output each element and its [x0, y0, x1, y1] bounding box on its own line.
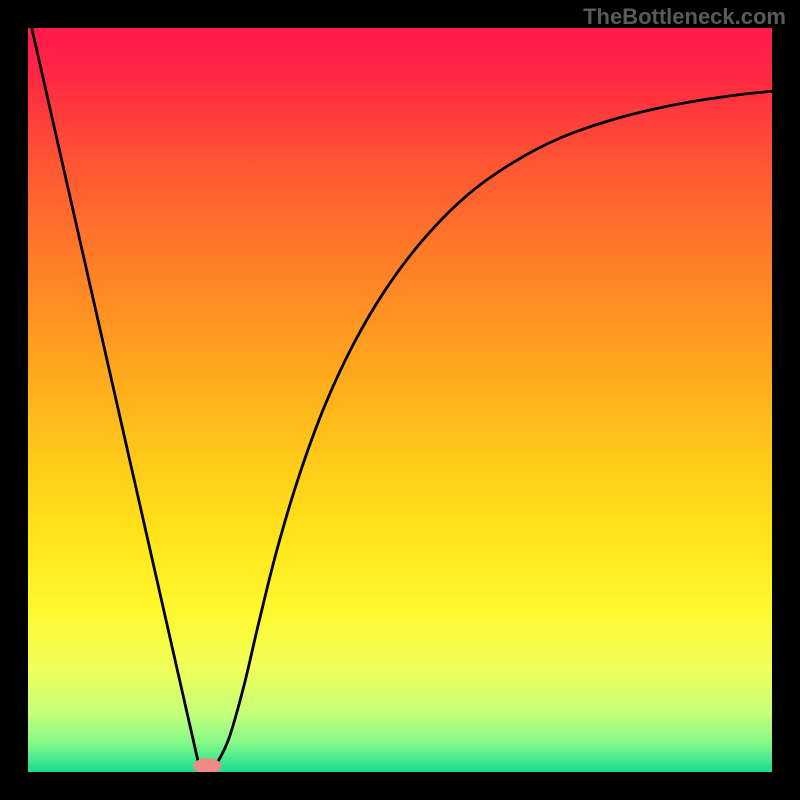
curve-right-segment [215, 91, 772, 766]
chart-frame: TheBottleneck.com [0, 0, 800, 800]
plot-area [28, 28, 772, 772]
curve-left-segment [32, 28, 199, 766]
curve-layer [28, 28, 772, 772]
watermark-text: TheBottleneck.com [583, 4, 786, 30]
